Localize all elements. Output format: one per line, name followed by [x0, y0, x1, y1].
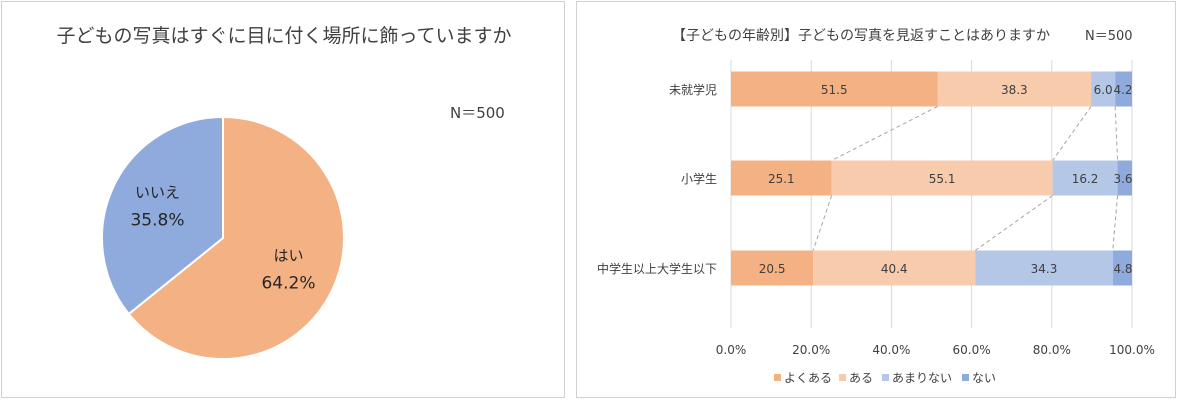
bar-data-label: 6.0 — [1094, 83, 1113, 97]
bar-chart-title: 【子どもの年齢別】子どもの写真を見返すことはありますか — [672, 28, 1050, 44]
bar-data-label: 25.1 — [768, 172, 795, 186]
bar-segment — [1112, 250, 1132, 286]
series-line — [1114, 106, 1119, 161]
stacked-bar-chart: 【子どもの年齢別】子どもの写真を見返すことはありますか N＝500 51.5 38… — [597, 28, 1155, 385]
bar-segment — [975, 250, 1113, 286]
legend-label: あまりない — [892, 371, 952, 385]
pie-slice-name: はい — [273, 246, 303, 264]
bar-segment — [1091, 71, 1116, 107]
x-tick-label: 40.0% — [872, 343, 910, 357]
x-tick-label: 0.0% — [716, 343, 747, 357]
bar-segment — [1052, 160, 1118, 196]
series-line — [1052, 106, 1092, 161]
bar-data-label: 4.2 — [1113, 83, 1132, 97]
series-line — [974, 195, 1053, 251]
bar-data-label: 40.4 — [881, 262, 908, 276]
pie-slice-percent: 64.2% — [261, 273, 315, 293]
pie-chart-title: 子どもの写真はすぐに目に付く場所に飾っていますか — [56, 25, 511, 47]
x-tick-label: 100.0% — [1109, 343, 1155, 357]
pie-n-label: N＝500 — [450, 104, 505, 122]
legend-label: ない — [972, 371, 996, 385]
category-label: 中学生以上大学生以下 — [597, 261, 717, 276]
series-line — [812, 195, 833, 251]
bar-data-label: 16.2 — [1072, 172, 1099, 186]
legend-swatch — [774, 374, 781, 381]
bar-data-label: 51.5 — [821, 83, 848, 97]
bar-data-label: 34.3 — [1031, 262, 1058, 276]
pie-slice-no — [101, 115, 224, 316]
legend-swatch — [839, 374, 846, 381]
category-label: 未就学児 — [669, 82, 717, 97]
legend-swatch — [962, 374, 969, 381]
bar-data-label: 3.6 — [1113, 172, 1132, 186]
legend-label: よくある — [784, 371, 832, 385]
series-line — [831, 106, 938, 161]
x-tick-label: 20.0% — [792, 343, 830, 357]
bar-segment — [1115, 71, 1132, 107]
bar-data-label: 38.3 — [1001, 83, 1028, 97]
pie-slice-name: いいえ — [135, 184, 180, 202]
bar-n-label: N＝500 — [1085, 29, 1133, 44]
pie-slice-yes — [127, 115, 345, 360]
bar-chart-panel: 【子どもの年齢別】子どもの写真を見返すことはありますか N＝500 51.5 38… — [576, 1, 1176, 398]
bar-segment — [831, 160, 1053, 196]
bar-segment — [731, 71, 938, 107]
bar-segment — [1117, 160, 1132, 196]
legend-label: ある — [849, 371, 873, 385]
bar-data-label: 20.5 — [759, 262, 786, 276]
bar-segment — [937, 71, 1092, 107]
bar-data-label: 55.1 — [929, 172, 956, 186]
x-tick-label: 80.0% — [1033, 343, 1071, 357]
bar-segment — [731, 250, 814, 286]
bar-segment — [731, 160, 832, 196]
x-tick-label: 60.0% — [953, 343, 991, 357]
pie-slice-percent: 35.8% — [130, 211, 184, 231]
series-line — [1112, 195, 1119, 251]
pie-chart: 子どもの写真はすぐに目に付く場所に飾っていますか N＝500 はい 64.2% いい… — [56, 25, 512, 360]
pie-chart-panel: 子どもの写真はすぐに目に付く場所に飾っていますか N＝500 はい 64.2% いい… — [1, 1, 565, 398]
legend-swatch — [882, 374, 889, 381]
bar-segment — [813, 250, 976, 286]
category-label: 小学生 — [681, 171, 717, 186]
bar-data-label: 4.8 — [1113, 262, 1132, 276]
